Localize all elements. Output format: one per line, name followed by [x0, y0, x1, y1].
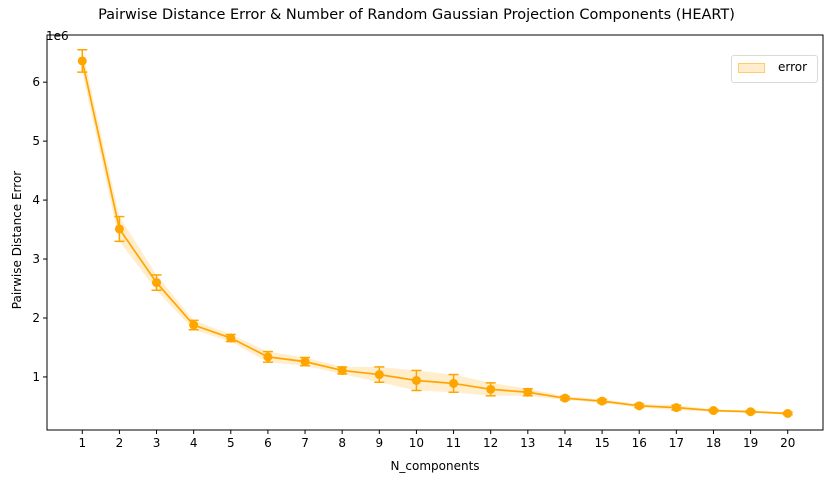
x-tick-label: 16 — [632, 436, 647, 450]
legend-swatch-error — [738, 63, 765, 73]
x-tick-label: 9 — [375, 436, 383, 450]
y-tick-label: 6 — [32, 75, 40, 89]
x-tick-label: 7 — [301, 436, 309, 450]
data-point — [337, 365, 347, 375]
legend: error — [731, 55, 818, 83]
x-axis-label: N_components — [390, 459, 480, 473]
data-point — [783, 408, 793, 418]
data-point — [152, 278, 162, 288]
y-axis-exponent-label: 1e6 — [46, 29, 69, 43]
y-tick-label: 4 — [32, 193, 40, 207]
chart-title: Pairwise Distance Error & Number of Rand… — [98, 7, 735, 23]
x-tick-label: 19 — [743, 436, 758, 450]
data-point — [263, 352, 273, 362]
x-tick-label: 12 — [483, 436, 498, 450]
error-band-layer — [82, 49, 788, 415]
x-tick-label: 5 — [227, 436, 235, 450]
data-point — [746, 407, 756, 417]
y-tick-label: 2 — [32, 311, 40, 325]
x-tick-label: 10 — [409, 436, 424, 450]
plot-frame — [46, 34, 824, 431]
data-point — [226, 333, 236, 343]
x-tick-label: 17 — [669, 436, 684, 450]
errorbar-layer — [77, 48, 793, 416]
x-tick-label: 20 — [780, 436, 795, 450]
x-tick-label: 6 — [264, 436, 272, 450]
points-layer — [77, 56, 793, 418]
y-tick-label: 3 — [32, 252, 40, 266]
x-axis-ticks: 1 2 3 4 5 6 7 8 9 10 11 12 13 14 15 16 17 18 19 20 — [78, 430, 795, 450]
legend-label-error: error — [778, 60, 808, 74]
data-point — [523, 387, 533, 397]
x-tick-label: 1 — [78, 436, 86, 450]
y-tick-label: 1 — [32, 370, 40, 384]
data-point — [634, 401, 644, 411]
x-tick-label: 3 — [153, 436, 161, 450]
x-tick-label: 18 — [706, 436, 721, 450]
data-point — [77, 56, 87, 66]
data-point — [671, 403, 681, 413]
data-point — [114, 224, 124, 234]
x-tick-label: 4 — [190, 436, 198, 450]
series-line-error — [81, 60, 788, 415]
series-line-layer — [81, 60, 788, 415]
data-point — [449, 378, 459, 388]
x-tick-label: 15 — [594, 436, 609, 450]
x-tick-label: 13 — [520, 436, 535, 450]
data-point — [708, 406, 718, 416]
data-point — [560, 393, 570, 403]
y-axis-label: Pairwise Distance Error — [10, 170, 24, 310]
y-tick-label: 5 — [32, 134, 40, 148]
data-point — [411, 375, 421, 385]
error-band — [82, 49, 788, 415]
x-tick-label: 11 — [446, 436, 461, 450]
data-point — [189, 320, 199, 330]
x-tick-label: 14 — [557, 436, 572, 450]
x-tick-label: 8 — [338, 436, 346, 450]
y-axis-ticks: 1 2 3 4 5 6 — [32, 75, 47, 384]
data-point — [374, 370, 384, 380]
data-point — [300, 357, 310, 367]
data-point — [486, 384, 496, 394]
data-point — [597, 396, 607, 406]
x-tick-label: 2 — [116, 436, 124, 450]
